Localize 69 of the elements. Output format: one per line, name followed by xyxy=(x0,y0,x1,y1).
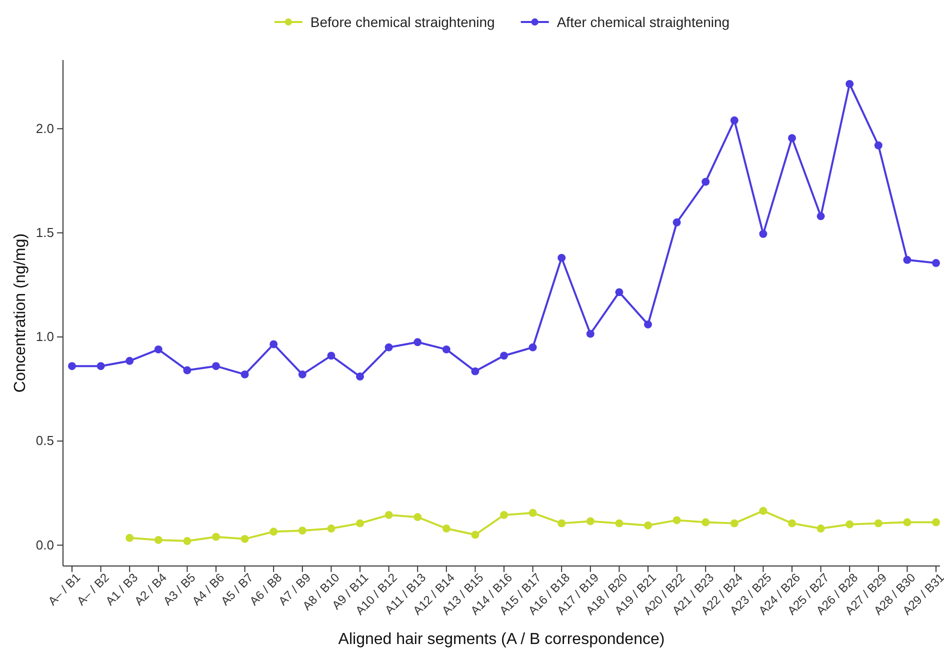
point xyxy=(788,519,796,528)
point xyxy=(356,519,364,528)
y-tick-label: 2.0 xyxy=(36,120,54,136)
point xyxy=(183,366,192,374)
point xyxy=(384,511,393,519)
point xyxy=(586,517,594,526)
point xyxy=(298,526,306,535)
point xyxy=(414,338,422,346)
y-tick-label: 1.5 xyxy=(36,224,54,240)
point xyxy=(528,343,537,352)
point xyxy=(874,141,882,150)
point xyxy=(212,532,220,541)
point xyxy=(932,259,940,268)
point xyxy=(615,519,624,528)
point xyxy=(932,518,940,526)
y-tick-label: 0.0 xyxy=(36,537,54,552)
point xyxy=(270,528,278,536)
point xyxy=(500,352,508,360)
point xyxy=(672,218,681,226)
point xyxy=(846,80,854,88)
point xyxy=(903,518,912,526)
point xyxy=(154,345,162,354)
point xyxy=(327,352,336,360)
point xyxy=(644,320,652,328)
point xyxy=(558,519,566,528)
point xyxy=(356,372,364,380)
point xyxy=(298,370,306,378)
point xyxy=(644,521,652,530)
point xyxy=(702,178,710,186)
legend-label: After chemical straightening xyxy=(556,14,730,30)
point xyxy=(126,534,134,542)
y-tick-label: 0.5 xyxy=(36,433,54,448)
point xyxy=(528,508,537,517)
point xyxy=(442,345,450,354)
point xyxy=(384,343,393,352)
point xyxy=(471,367,480,376)
point xyxy=(212,362,220,370)
point xyxy=(240,370,249,378)
point xyxy=(730,116,738,124)
point xyxy=(672,516,681,524)
point xyxy=(788,134,796,142)
point xyxy=(270,340,278,348)
point xyxy=(702,518,710,526)
point xyxy=(730,519,738,528)
point xyxy=(759,230,768,238)
point xyxy=(414,513,422,522)
point xyxy=(183,537,192,545)
point xyxy=(615,288,624,296)
point xyxy=(240,534,249,543)
point xyxy=(816,524,825,532)
point xyxy=(442,524,450,532)
point xyxy=(96,362,105,370)
y-axis-title: Concentration (ng/mg) xyxy=(12,233,29,393)
point xyxy=(68,362,76,370)
point xyxy=(903,256,912,264)
point xyxy=(846,520,854,528)
point xyxy=(874,519,882,528)
point xyxy=(500,511,508,519)
point xyxy=(816,212,825,220)
point xyxy=(327,524,336,532)
point xyxy=(126,356,134,365)
point xyxy=(558,254,566,262)
point xyxy=(471,530,480,539)
point xyxy=(154,536,162,544)
legend-label: Before chemical straightening xyxy=(310,14,495,30)
x-axis-title: Aligned hair segments (A / B correspondence) xyxy=(338,631,665,648)
point xyxy=(586,330,594,338)
point xyxy=(759,506,768,515)
y-tick-label: 1.0 xyxy=(36,329,54,344)
